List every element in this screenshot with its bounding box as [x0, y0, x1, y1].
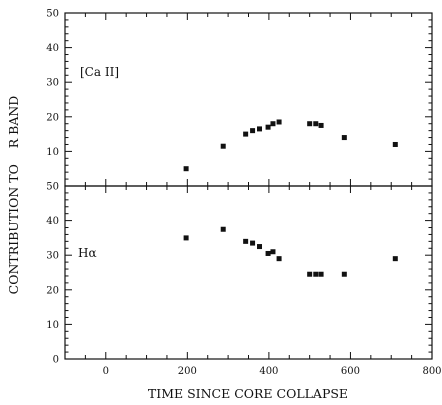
y-axis-title: CONTRIBUTION TO R BAND	[6, 96, 21, 295]
data-point-0-5	[265, 124, 271, 130]
data-point-1-9	[313, 271, 319, 277]
y-tick-label-1-4: 40	[46, 216, 59, 227]
y-tick-label-0-4: 50	[46, 9, 59, 20]
y-tick-label-0-1: 20	[46, 112, 59, 123]
y-tick-label-0-2: 30	[46, 78, 59, 89]
data-point-1-1	[220, 226, 226, 232]
data-point-1-11	[341, 271, 347, 277]
y-tick-label-1-5: 50	[46, 182, 59, 193]
data-point-0-11	[341, 135, 347, 141]
data-point-0-10	[318, 122, 324, 128]
data-point-1-3	[250, 240, 256, 246]
y-tick-label-1-3: 30	[46, 251, 59, 262]
data-point-1-6	[270, 249, 276, 255]
data-point-0-12	[392, 141, 398, 147]
data-point-0-0	[183, 166, 189, 172]
x-tick-label-4: 800	[422, 366, 441, 377]
panel-frame-0	[64, 12, 433, 187]
panel-label-bottom: Hα	[78, 246, 97, 260]
data-point-1-4	[257, 244, 263, 250]
data-point-0-3	[250, 128, 256, 134]
data-point-0-7	[276, 119, 282, 125]
data-point-0-6	[270, 121, 276, 127]
data-point-0-8	[307, 121, 313, 127]
x-tick-label-2: 400	[259, 366, 278, 377]
data-point-1-7	[276, 256, 282, 262]
data-points	[183, 119, 398, 277]
data-point-1-2	[243, 238, 249, 244]
panel-frame-1	[64, 185, 433, 360]
panel-label-top: [Ca II]	[80, 65, 119, 79]
x-axis-title: TIME SINCE CORE COLLAPSE	[148, 386, 348, 401]
y-tick-label-1-2: 20	[46, 285, 59, 296]
data-point-1-5	[265, 250, 271, 256]
data-point-1-10	[318, 271, 324, 277]
data-point-0-4	[257, 126, 263, 132]
x-tick-label-1: 200	[178, 366, 197, 377]
tick-labels: 10 20 30 40 50 0 10 20 30 40 50 0 200 400 600 800	[46, 9, 441, 378]
tick-marks	[64, 12, 433, 360]
y-tick-label-1-0: 0	[53, 355, 59, 366]
x-tick-label-3: 600	[341, 366, 360, 377]
data-point-1-8	[307, 271, 313, 277]
data-point-0-1	[220, 143, 226, 149]
data-point-1-0	[183, 235, 189, 241]
x-tick-label-0: 0	[103, 366, 109, 377]
y-tick-label-1-1: 10	[46, 320, 59, 331]
data-point-0-9	[313, 121, 319, 127]
data-point-0-2	[243, 131, 249, 137]
y-tick-label-0-3: 40	[46, 43, 59, 54]
data-point-1-12	[392, 256, 398, 262]
y-tick-label-0-0: 10	[46, 147, 59, 158]
